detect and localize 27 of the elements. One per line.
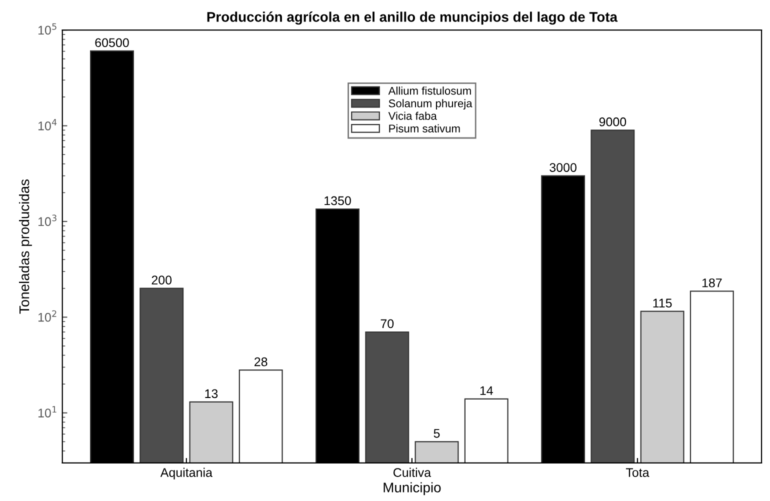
x-tick-label: Cuitiva — [393, 468, 432, 477]
data-label: 115 — [653, 298, 672, 308]
data-label: 200 — [152, 276, 172, 285]
y-tick-label: 10$^{4}$ — [38, 119, 57, 130]
data-label: 1350 — [324, 196, 351, 206]
y-tick-label: 10$^{1}$ — [38, 406, 56, 418]
x-tick-label: Aquitania — [160, 468, 212, 480]
legend-label: Vicia faba — [388, 112, 437, 120]
data-label: 5 — [434, 429, 440, 438]
data-label: 28 — [254, 357, 268, 366]
data-label: 70 — [380, 319, 394, 328]
x-tick-label: Tota — [626, 468, 650, 477]
data-label: 187 — [702, 278, 722, 288]
data-label: 13 — [205, 389, 218, 398]
data-label: 14 — [480, 386, 493, 395]
x-axis-title: Municipio — [384, 482, 441, 496]
y-tick-label: 10$^{5}$ — [38, 23, 56, 35]
data-label: 60500 — [95, 38, 129, 48]
chart-title: Producción agrícola en el anillo de muncipios del lago de Tota — [207, 12, 618, 25]
y-tick-label: 10$^{3}$ — [38, 214, 56, 226]
data-label: 3000 — [550, 163, 576, 172]
legend-label: Allium fistulosum — [388, 86, 471, 95]
legend-label: Solanum phureja — [388, 99, 472, 110]
y-tick-label: 10$^{2}$ — [38, 310, 56, 322]
data-label: 9000 — [599, 117, 626, 126]
y-axis-title: Toneladas producidas — [19, 179, 32, 314]
legend-label: Pisum sativum — [389, 124, 460, 132]
